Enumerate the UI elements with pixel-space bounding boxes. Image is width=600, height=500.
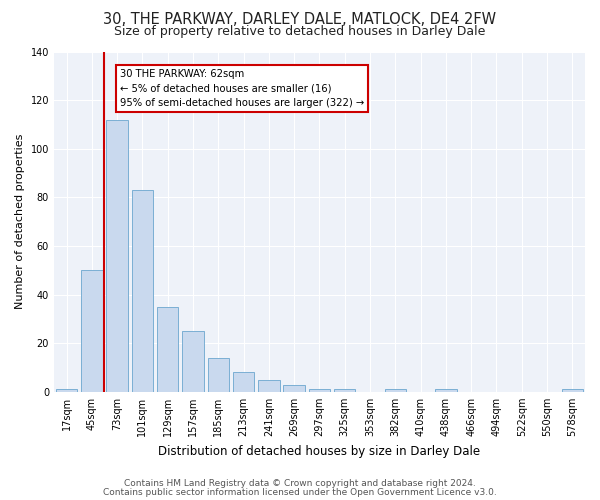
Bar <box>309 390 330 392</box>
Text: 30 THE PARKWAY: 62sqm
← 5% of detached houses are smaller (16)
95% of semi-detac: 30 THE PARKWAY: 62sqm ← 5% of detached h… <box>119 68 364 108</box>
Text: Contains public sector information licensed under the Open Government Licence v3: Contains public sector information licen… <box>103 488 497 497</box>
Bar <box>182 331 204 392</box>
Bar <box>283 384 305 392</box>
Bar <box>334 390 355 392</box>
Bar <box>131 190 153 392</box>
Bar <box>157 306 178 392</box>
Bar <box>233 372 254 392</box>
Bar <box>385 390 406 392</box>
Bar <box>435 390 457 392</box>
Bar <box>81 270 103 392</box>
Bar <box>562 390 583 392</box>
Bar <box>106 120 128 392</box>
Text: Contains HM Land Registry data © Crown copyright and database right 2024.: Contains HM Land Registry data © Crown c… <box>124 479 476 488</box>
Bar <box>258 380 280 392</box>
Y-axis label: Number of detached properties: Number of detached properties <box>15 134 25 310</box>
Bar <box>208 358 229 392</box>
Bar <box>56 390 77 392</box>
Text: 30, THE PARKWAY, DARLEY DALE, MATLOCK, DE4 2FW: 30, THE PARKWAY, DARLEY DALE, MATLOCK, D… <box>103 12 497 28</box>
Text: Size of property relative to detached houses in Darley Dale: Size of property relative to detached ho… <box>115 25 485 38</box>
X-axis label: Distribution of detached houses by size in Darley Dale: Distribution of detached houses by size … <box>158 444 481 458</box>
